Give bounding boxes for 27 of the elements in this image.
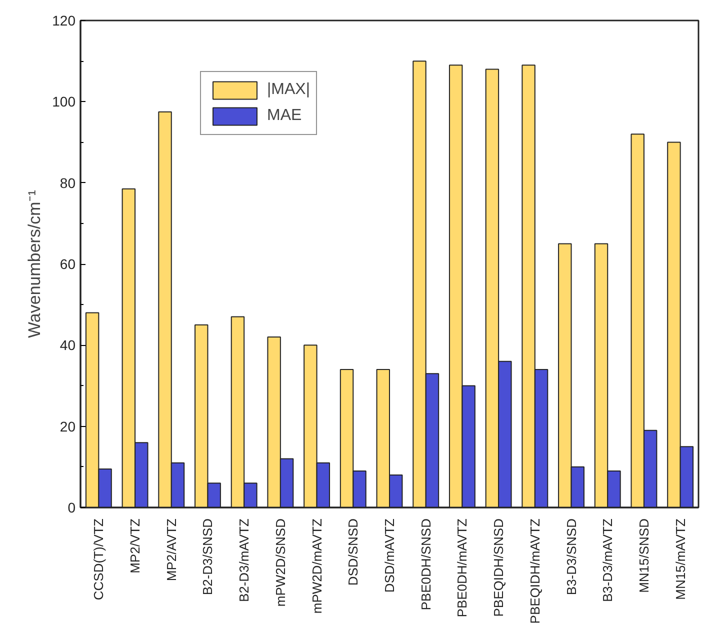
x-tick-label: MN15/mAVTZ: [672, 518, 688, 600]
x-tick-label: mPW2D/SNSD: [272, 518, 288, 607]
x-tick-label: B2-D3/mAVTZ: [236, 518, 252, 602]
y-tick-label: 0: [68, 500, 76, 516]
x-tick-label: DSD/mAVTZ: [382, 518, 397, 593]
y-tick-label: 120: [52, 12, 76, 28]
x-tick-label: PBEQIDH/mAVTZ: [527, 518, 542, 624]
x-tick-label: B3-D3/mAVTZ: [600, 518, 616, 602]
legend-label: MAE: [267, 106, 302, 126]
y-tick-label: 20: [60, 418, 76, 434]
x-tick-label: PBE0DH/SNSD: [418, 518, 434, 610]
y-tick-label: 100: [52, 94, 76, 110]
legend-label: |MAX|: [267, 80, 310, 100]
x-tick-label: MP2/VTZ: [128, 518, 143, 574]
x-tick-label: CCSD(T)/VTZ: [91, 518, 106, 600]
x-tick-label: MP2/AVTZ: [164, 518, 179, 582]
y-tick-label: 80: [60, 174, 76, 191]
x-tick-label: mPW2D/mAVTZ: [309, 518, 324, 614]
y-tick-label: 40: [60, 337, 76, 354]
x-tick-label: B2-D3/SNSD: [200, 518, 216, 596]
y-tick-label: 60: [60, 256, 76, 272]
x-tick-label: PBE0DH/mAVTZ: [454, 518, 470, 618]
x-tick-label: DSD/SNSD: [346, 518, 361, 586]
x-tick-label: PBEQIDH/SNSD: [491, 518, 506, 617]
y-axis-title: Wavenumbers/cm⁻¹: [25, 190, 44, 338]
x-tick-label: MN15/SNSD: [636, 518, 652, 593]
x-tick-label: B3-D3/SNSD: [564, 518, 579, 596]
